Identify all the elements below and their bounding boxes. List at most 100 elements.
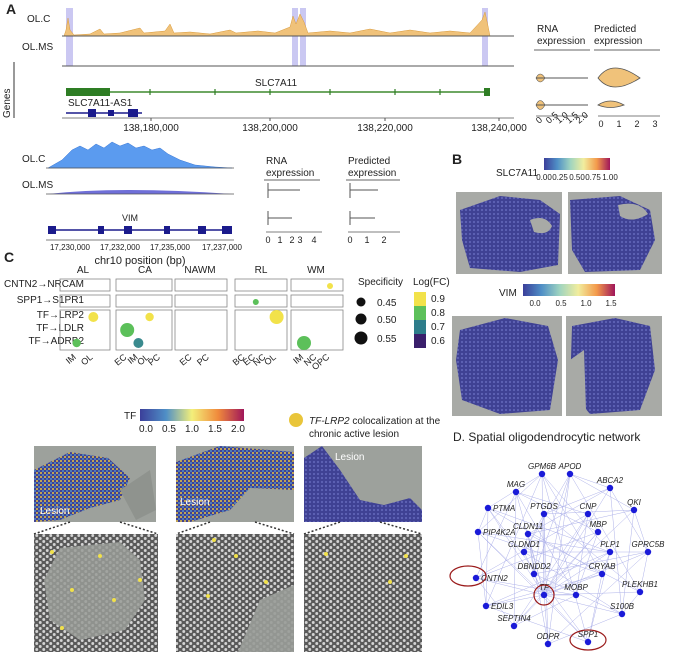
b1-tick-0: 0.00 xyxy=(536,173,552,182)
vim-pred-tick-2: 2 xyxy=(381,235,386,245)
edge-PTMA-SPP1 xyxy=(487,507,589,643)
node-mag xyxy=(512,488,520,496)
pred-expression-title-2: Predicted expression xyxy=(348,156,396,179)
edge-PIP4K2A-TF xyxy=(477,531,545,596)
node-label-abca2: ABCA2 xyxy=(596,476,624,485)
edge-CNP-MBP xyxy=(587,513,599,533)
pred-violin-olms xyxy=(597,100,625,108)
facet-box-row0-1 xyxy=(115,278,173,292)
facet-box-row1-4 xyxy=(290,294,344,308)
cell-type-label-RL-OL: OL xyxy=(262,352,278,367)
edge-CNP-MOBP xyxy=(575,513,589,596)
logfc-swatch-4 xyxy=(414,334,426,348)
ix-cntn2-nrcam: CNTN2→NRCAM xyxy=(4,279,84,290)
node-label-mobp: MOBP xyxy=(564,583,588,592)
facet-box-row0-3 xyxy=(234,278,288,292)
edge-MAG-CNP xyxy=(515,491,589,515)
dot-RL-OL-4 xyxy=(269,310,284,324)
region-wm: WM xyxy=(307,265,325,276)
edge-APOD-DBNDD2 xyxy=(533,473,571,575)
edge-ABCA2-CLDN11 xyxy=(527,487,611,535)
node-gprc5b xyxy=(644,548,652,556)
vim-rna-tick-3: 3 xyxy=(297,235,302,245)
node-cryab xyxy=(598,570,606,578)
ix-tf-lrp2: TF→LRP2 xyxy=(37,310,85,321)
vim-x-tick-1: 17,230,000 xyxy=(50,243,91,252)
lesion-label-3: Lesion xyxy=(335,452,364,463)
edge-PIP4K2A-SPP1 xyxy=(477,531,589,643)
panel-b-tissue-1 xyxy=(456,192,562,274)
lesion-label-2: Lesion xyxy=(180,497,209,508)
genes-label: Genes xyxy=(2,89,13,118)
facet-box-row1-1 xyxy=(115,294,173,308)
node-label-cntn2: CNTN2 xyxy=(481,574,508,583)
olc-coverage-track xyxy=(63,11,491,37)
dot-RL-EC-1 xyxy=(252,299,259,305)
node-gpm6b xyxy=(538,470,546,478)
edge-TF-ODPR xyxy=(543,594,549,645)
peak-highlights xyxy=(66,8,488,66)
node-apod xyxy=(566,470,574,478)
panel-c-tissue-2 xyxy=(176,446,294,522)
edge-GPRC5B-TF xyxy=(543,551,649,596)
pred-violin-olc xyxy=(597,67,641,88)
vim-rna-violins xyxy=(267,183,300,225)
node-s100b xyxy=(618,610,626,618)
vim-olms-coverage xyxy=(48,190,232,194)
cell-type-label-CA-PC: PC xyxy=(146,352,162,368)
cell-type-label-NAWM-EC: EC xyxy=(178,352,194,368)
x-tick-4: 138,240,000 xyxy=(471,123,527,134)
specificity-title: Specificity xyxy=(358,277,403,288)
vim-rna-tick-0: 0 xyxy=(265,235,270,245)
vim-x-tick-2: 17,232,000 xyxy=(100,243,141,252)
edge-DBNDD2-TF xyxy=(533,573,545,596)
vim-x-tick-4: 17,237,000 xyxy=(202,243,243,252)
facet-box-row0-4 xyxy=(290,278,344,292)
panel-b-tissue-3 xyxy=(452,316,562,416)
b1-tick-4: 1.00 xyxy=(602,173,618,182)
edge-PTMA-TF xyxy=(487,507,545,596)
gene-slc7a11-label: SLC7A11 xyxy=(255,78,298,89)
tf-tick-3: 1.5 xyxy=(208,424,222,435)
panel-b-tissue-2 xyxy=(568,192,662,274)
edge-GPRC5B-ODPR xyxy=(547,551,649,645)
edge-CLDN11-PLEKHB1 xyxy=(527,533,641,593)
edge-ABCA2-TF xyxy=(543,487,611,596)
lesion-label-1: Lesion xyxy=(40,506,69,517)
node-label-septin4: SEPTIN4 xyxy=(497,614,531,623)
vim-gene-label: VIM xyxy=(122,213,138,223)
edge-CNP-SEPTIN4 xyxy=(513,513,589,627)
edge-MBP-CNTN2 xyxy=(475,531,599,579)
panel-b-label: B xyxy=(452,151,462,167)
edge-GPRC5B-DBNDD2 xyxy=(533,551,649,575)
facet-box-row1-3 xyxy=(234,294,288,308)
node-cldn11 xyxy=(524,530,532,538)
edge-MAG-MBP xyxy=(515,491,599,533)
edge-TF-SEPTIN4 xyxy=(513,594,545,627)
pred-tick-1: 1 xyxy=(616,119,621,129)
coloc-legend-line1: TF-LRP2 colocalization at the xyxy=(309,416,441,427)
slc7a11-as1-gene-model xyxy=(66,109,142,117)
edge-CRYAB-EDIL3 xyxy=(485,573,603,607)
pred-tick-0: 0 xyxy=(598,119,603,129)
edge-MOBP-SEPTIN4 xyxy=(513,594,577,627)
region-rl: RL xyxy=(255,265,268,276)
tf-tick-1: 0.5 xyxy=(162,424,176,435)
edge-CNTN2-SEPTIN4 xyxy=(475,577,515,627)
ix-spp1-s1pr1: SPP1→S1PR1 xyxy=(17,295,85,306)
node-septin4 xyxy=(510,622,518,630)
panel-d-title: D. Spatial oligodendrocytic network xyxy=(453,430,641,444)
panel-a-x-axis xyxy=(62,117,514,121)
facet-box-row2-4 xyxy=(290,309,344,351)
node-plekhb1 xyxy=(636,588,644,596)
node-label-ptma: PTMA xyxy=(493,504,515,513)
x-tick-1: 138,180,000 xyxy=(123,123,179,134)
edge-APOD-ABCA2 xyxy=(569,473,611,489)
node-label-gprc5b: GPRC5B xyxy=(632,540,666,549)
node-label-qki: QKI xyxy=(627,498,642,507)
edge-TF-PLEKHB1 xyxy=(543,591,641,596)
panel-c-tissue-3 xyxy=(304,446,422,522)
cell-type-label-CA-IM: IM xyxy=(126,352,140,366)
edge-PLEKHB1-S100B xyxy=(621,591,641,615)
